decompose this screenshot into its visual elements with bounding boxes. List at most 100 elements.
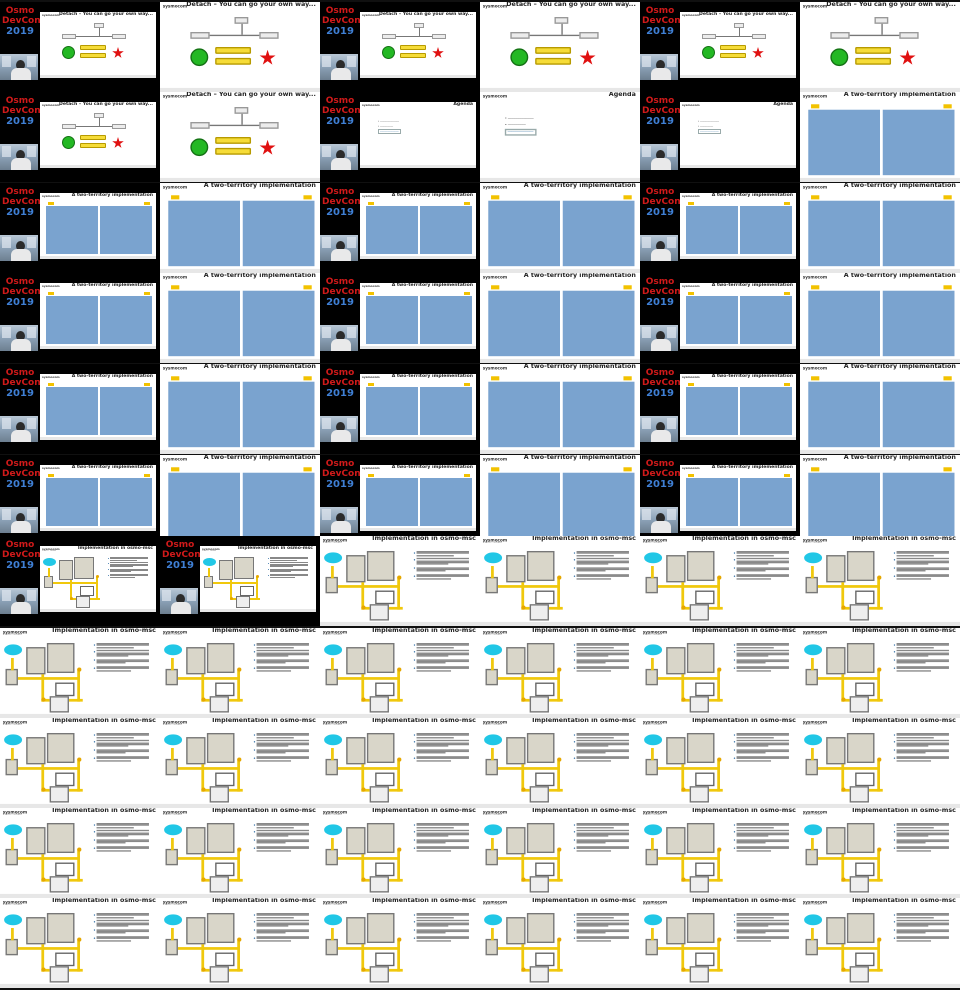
video-frame-thumbnail[interactable]: sysmocom Agenda • ───────────── • ──────… [480,92,640,182]
rack-icon [645,848,658,866]
video-frame-thumbnail[interactable]: sysmocom s.f.m.c. GmbH Implementation in… [320,808,480,898]
video-frame-thumbnail[interactable]: sysmocom s.f.m.c. GmbH Implementation in… [320,898,480,988]
pipe-joint [76,667,81,672]
rack-icon [686,732,715,763]
video-frame-thumbnail[interactable]: sysmocom s.f.m.c. GmbH Implementation in… [800,628,960,718]
video-frame-thumbnail[interactable]: sysmocom A two-territory implementation [480,455,640,545]
video-frame-thumbnail[interactable]: Osmo DevCon 2019 sysmocom Agenda • ─────… [640,92,800,182]
video-frame-thumbnail[interactable]: sysmocom s.f.m.c. GmbH Implementation in… [480,808,640,898]
video-frame-thumbnail[interactable]: Osmo DevCon 2019 sysmocom Detach – You c… [320,2,480,92]
video-frame-thumbnail[interactable]: sysmocom A two-territory implementation [160,273,320,363]
slide-area: sysmocom A two-territory implementation [800,364,960,454]
video-frame-thumbnail[interactable]: sysmocom s.f.m.c. GmbH Implementation in… [640,536,800,626]
video-frame-thumbnail[interactable]: Osmo DevCon 2019 sysmocom A two-territor… [320,183,480,273]
territory-column [740,478,792,526]
video-frame-thumbnail[interactable]: sysmocom Detach – You can go your own wa… [480,2,640,92]
video-frame-thumbnail[interactable]: Osmo DevCon 2019 sysmocom A two-territor… [640,183,800,273]
video-frame-thumbnail[interactable]: sysmocom s.f.m.c. GmbH Implementation in… [320,718,480,808]
video-frame-thumbnail[interactable]: sysmocom s.f.m.c. GmbH Implementation in… [800,808,960,898]
data-pipe [681,944,685,972]
slide-two-territory: sysmocom A two-territory implementation [680,374,796,440]
video-frame-thumbnail[interactable]: sysmocom s.f.m.c. GmbH Implementation in… [640,808,800,898]
slide-title: A two-territory implementation [203,455,316,462]
video-frame-thumbnail[interactable]: Osmo DevCon 2019 sysmocom A two-territor… [0,273,160,363]
video-frame-thumbnail[interactable]: sysmocom s.f.m.c. GmbH Implementation in… [0,628,160,718]
rack-icon [805,848,818,866]
video-frame-thumbnail[interactable]: sysmocom s.f.m.c. GmbH Implementation in… [640,898,800,988]
video-frame-thumbnail[interactable]: sysmocom s.f.m.c. GmbH Implementation in… [320,628,480,718]
video-frame-thumbnail[interactable]: Osmo DevCon 2019 sysmocom Detach – You c… [0,2,160,92]
data-pipe [77,668,81,702]
video-frame-thumbnail[interactable]: sysmocom s.f.m.c. GmbH Implementation in… [480,536,640,626]
data-pipe [497,677,560,681]
video-frame-thumbnail[interactable]: sysmocom s.f.m.c. GmbH Implementation in… [480,718,640,808]
video-frame-thumbnail[interactable]: sysmocom s.f.m.c. GmbH Implementation in… [160,718,320,808]
slide-osmo-msc: sysmocom s.f.m.c. GmbH Implementation in… [480,536,640,626]
video-frame-thumbnail[interactable]: sysmocom A two-territory implementation [160,455,320,545]
video-frame-thumbnail[interactable]: Osmo DevCon 2019 sysmocom Agenda • ─────… [320,92,480,182]
company-sub: s.f.m.c. GmbH [202,550,217,552]
video-frame-thumbnail[interactable]: sysmocom s.f.m.c. GmbH Implementation in… [640,628,800,718]
video-frame-thumbnail[interactable]: sysmocom s.f.m.c. GmbH Implementation in… [320,536,480,626]
rack-icon [5,848,18,866]
video-frame-thumbnail[interactable]: sysmocom A two-territory implementation [800,455,960,545]
video-frame-thumbnail[interactable]: Osmo DevCon 2019 sysmocom A two-territor… [0,364,160,454]
video-frame-thumbnail[interactable]: sysmocom s.f.m.c. GmbH Implementation in… [640,718,800,808]
column-tag [303,285,312,290]
video-frame-thumbnail[interactable]: sysmocom s.f.m.c. GmbH Implementation in… [480,628,640,718]
company-logo: sysmocom [162,809,188,815]
video-frame-thumbnail[interactable]: sysmocom A two-territory implementation [800,273,960,363]
video-frame-thumbnail[interactable]: sysmocom s.f.m.c. GmbH Implementation in… [0,808,160,898]
data-pipe [331,747,334,761]
video-frame-thumbnail[interactable]: sysmocom Detach – You can go your own wa… [160,2,320,92]
company-logo: sysmocom [802,629,828,635]
video-frame-thumbnail[interactable]: sysmocom Detach – You can go your own wa… [160,92,320,182]
bullet-list [413,550,469,581]
territory-column [100,296,152,344]
slide-two-territory: sysmocom A two-territory implementation [40,374,156,440]
video-frame-thumbnail[interactable]: sysmocom A two-territory implementation [800,364,960,454]
video-frame-thumbnail[interactable]: Osmo DevCon 2019 sysmocom A two-territor… [0,455,160,545]
slide-title: Implementation in osmo-msc [372,536,476,543]
rack-icon [366,822,395,853]
video-frame-thumbnail[interactable]: sysmocom A two-territory implementation [480,364,640,454]
video-frame-thumbnail[interactable]: sysmocom Detach – You can go your own wa… [800,2,960,92]
video-frame-thumbnail[interactable]: sysmocom s.f.m.c. GmbH Implementation in… [160,628,320,718]
video-frame-thumbnail[interactable]: sysmocom s.f.m.c. GmbH Implementation in… [0,898,160,988]
video-frame-thumbnail[interactable]: sysmocom A two-territory implementation [480,183,640,273]
territory-column [100,478,152,526]
bullet-list [93,822,149,853]
video-frame-thumbnail[interactable]: sysmocom s.f.m.c. GmbH Implementation in… [160,898,320,988]
data-pipe [497,585,560,589]
video-frame-thumbnail[interactable]: sysmocom s.f.m.c. GmbH Implementation in… [800,718,960,808]
rack-icon [689,696,709,713]
video-frame-thumbnail[interactable]: sysmocom A two-territory implementation [160,364,320,454]
video-frame-thumbnail[interactable]: sysmocom A two-territory implementation [800,92,960,182]
video-frame-thumbnail[interactable]: sysmocom s.f.m.c. GmbH Implementation in… [160,808,320,898]
video-frame-thumbnail[interactable]: sysmocom A two-territory implementation [480,273,640,363]
video-frame-thumbnail[interactable]: Osmo DevCon 2019 sysmocom A two-territor… [0,183,160,273]
video-frame-thumbnail[interactable]: sysmocom A two-territory implementation [800,183,960,273]
slide-detach: sysmocom Detach – You can go your own wa… [360,12,476,78]
node-box [830,31,850,39]
video-frame-thumbnail[interactable]: Osmo DevCon 2019 sysmocom A two-territor… [640,273,800,363]
video-frame-thumbnail[interactable]: Osmo DevCon 2019 sysmocom s.f.m.c. GmbH … [0,536,160,626]
slide-area: sysmocom s.f.m.c. GmbH Implementation in… [480,628,640,718]
video-frame-thumbnail[interactable]: Osmo DevCon 2019 sysmocom A two-territor… [320,273,480,363]
video-frame-thumbnail[interactable]: sysmocom s.f.m.c. GmbH Implementation in… [800,536,960,626]
video-frame-thumbnail[interactable]: Osmo DevCon 2019 sysmocom A two-territor… [640,364,800,454]
video-frame-thumbnail[interactable]: sysmocom s.f.m.c. GmbH Implementation in… [0,718,160,808]
video-frame-thumbnail[interactable]: sysmocom A two-territory implementation [160,183,320,273]
video-frame-thumbnail[interactable]: Osmo DevCon 2019 sysmocom s.f.m.c. GmbH … [160,536,320,626]
slide-detach: sysmocom Detach – You can go your own wa… [40,12,156,78]
event-logo-icon: Osmo DevCon 2019 [322,276,361,316]
column-tag [303,467,312,472]
video-frame-thumbnail[interactable]: Osmo DevCon 2019 sysmocom A two-territor… [320,364,480,454]
video-frame-thumbnail[interactable]: sysmocom s.f.m.c. GmbH Implementation in… [800,898,960,988]
video-frame-thumbnail[interactable]: Osmo DevCon 2019 sysmocom A two-territor… [640,455,800,545]
video-frame-thumbnail[interactable]: sysmocom s.f.m.c. GmbH Implementation in… [480,898,640,988]
slide-agenda: sysmocom Agenda • ───────────── • ──────… [480,92,640,182]
video-frame-thumbnail[interactable]: Osmo DevCon 2019 sysmocom Detach – You c… [0,92,160,182]
video-frame-thumbnail[interactable]: Osmo DevCon 2019 sysmocom A two-territor… [320,455,480,545]
video-frame-thumbnail[interactable]: Osmo DevCon 2019 sysmocom Detach – You c… [640,2,800,92]
